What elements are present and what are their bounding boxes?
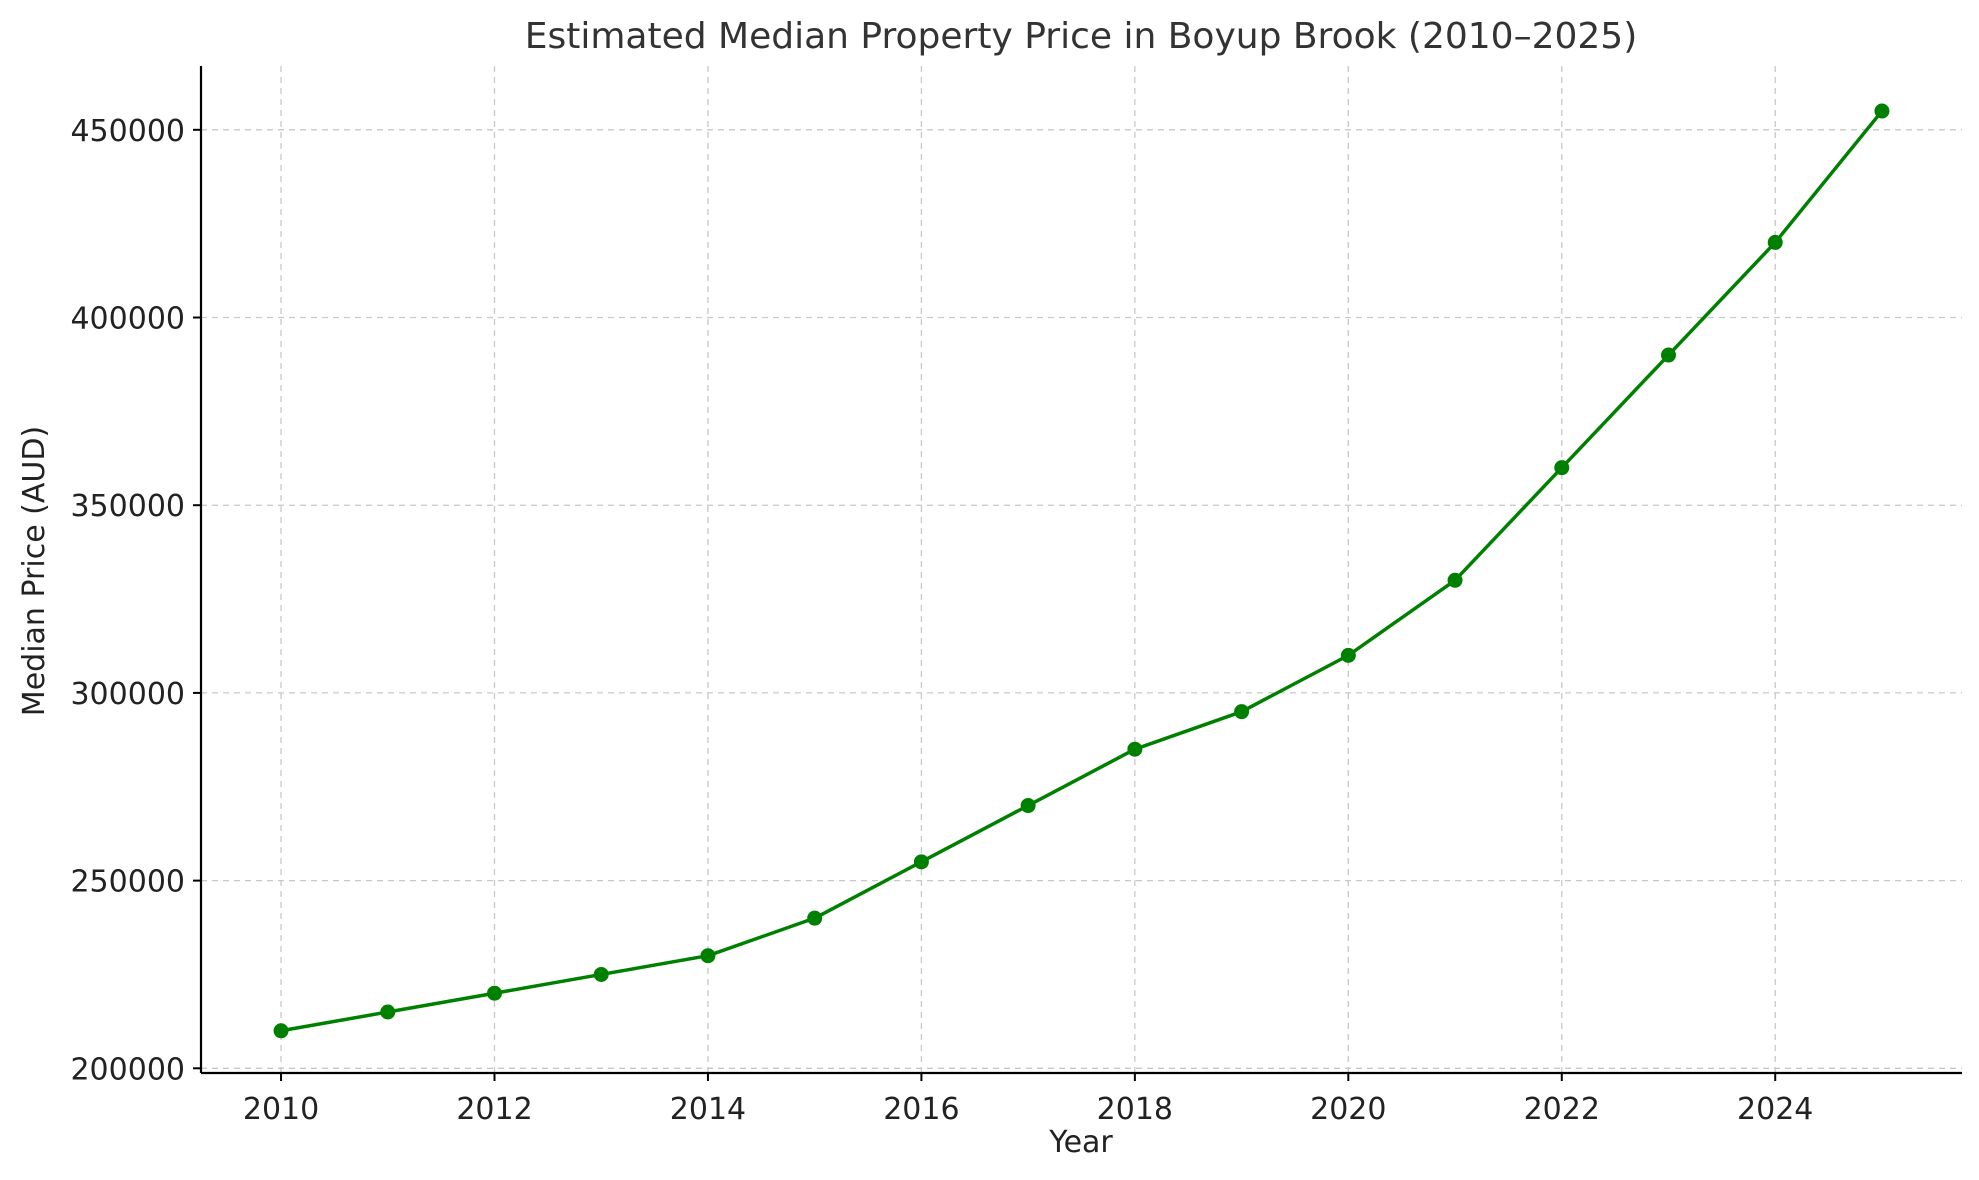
x-tick-label: 2010 [243,1092,319,1127]
data-point [1234,704,1250,720]
data-point [380,1004,396,1020]
axis-ticks: 2010 2012 2014 2016 2018 2020 2022 2024 200000 25… [70,114,1813,1127]
y-axis-label: Median Price (AUD) [17,426,52,716]
data-point [1554,460,1570,476]
data-point [1874,103,1890,119]
y-tick-label: 300000 [70,677,185,712]
data-point [700,948,716,964]
data-point [1767,234,1783,250]
data-point [807,910,823,926]
series-line [279,109,1884,1033]
x-tick-label: 2016 [883,1092,959,1127]
x-tick-label: 2022 [1524,1092,1600,1127]
chart-title: Estimated Median Property Price in Boyup… [525,16,1638,57]
y-tick-label: 450000 [70,114,185,149]
y-tick-label: 400000 [70,302,185,337]
data-point [487,985,502,1001]
data-point [1447,572,1463,588]
series-layer [273,103,1890,1039]
y-tick-label: 200000 [70,1052,185,1087]
y-tick-label: 350000 [70,489,185,524]
x-tick-label: 2024 [1737,1092,1813,1127]
x-tick-label: 2020 [1310,1092,1386,1127]
data-point [1127,741,1143,757]
x-axis-label: Year [1048,1125,1113,1160]
x-tick-label: 2018 [1097,1092,1173,1127]
data-point [273,1023,289,1039]
data-point [1340,647,1356,663]
data-point [593,966,609,982]
data-point [913,854,929,870]
data-point [1020,798,1036,814]
x-tick-label: 2012 [456,1092,532,1127]
y-tick-label: 250000 [70,865,185,900]
data-point [1661,347,1676,363]
grid-lines [201,66,1962,1073]
x-tick-label: 2014 [670,1092,746,1127]
